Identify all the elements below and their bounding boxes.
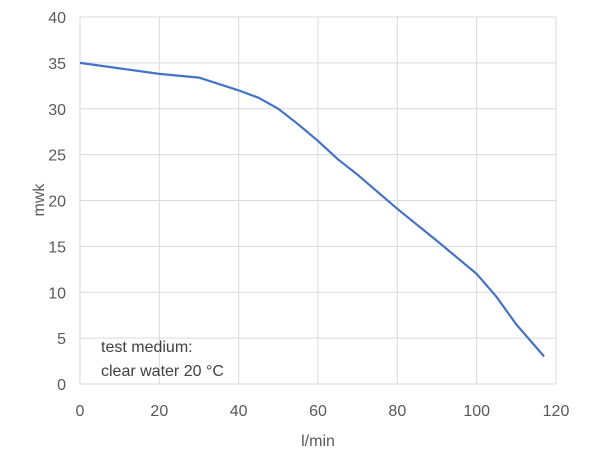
annotation-line-1: test medium: [101,339,193,356]
y-tick-label: 15 [48,239,66,256]
x-tick-label: 20 [150,403,168,420]
x-tick-label: 120 [543,403,570,420]
y-tick-label: 35 [48,56,66,73]
x-tick-label: 60 [309,403,327,420]
y-axis-label: mwk [31,183,48,217]
y-tick-label: 5 [57,331,66,348]
y-tick-label: 0 [57,377,66,394]
x-tick-label: 0 [76,403,85,420]
y-tick-label: 30 [48,102,66,119]
y-tick-label: 40 [48,10,66,27]
x-tick-label: 100 [463,403,490,420]
x-tick-label: 40 [230,403,248,420]
series-line [79,61,545,358]
x-tick-label: 80 [388,403,406,420]
x-axis-label: l/min [301,433,335,450]
y-tick-label: 10 [48,285,66,302]
y-tick-label: 25 [48,148,66,165]
annotation-line-2: clear water 20 °C [101,363,224,380]
y-tick-label: 20 [48,194,66,211]
